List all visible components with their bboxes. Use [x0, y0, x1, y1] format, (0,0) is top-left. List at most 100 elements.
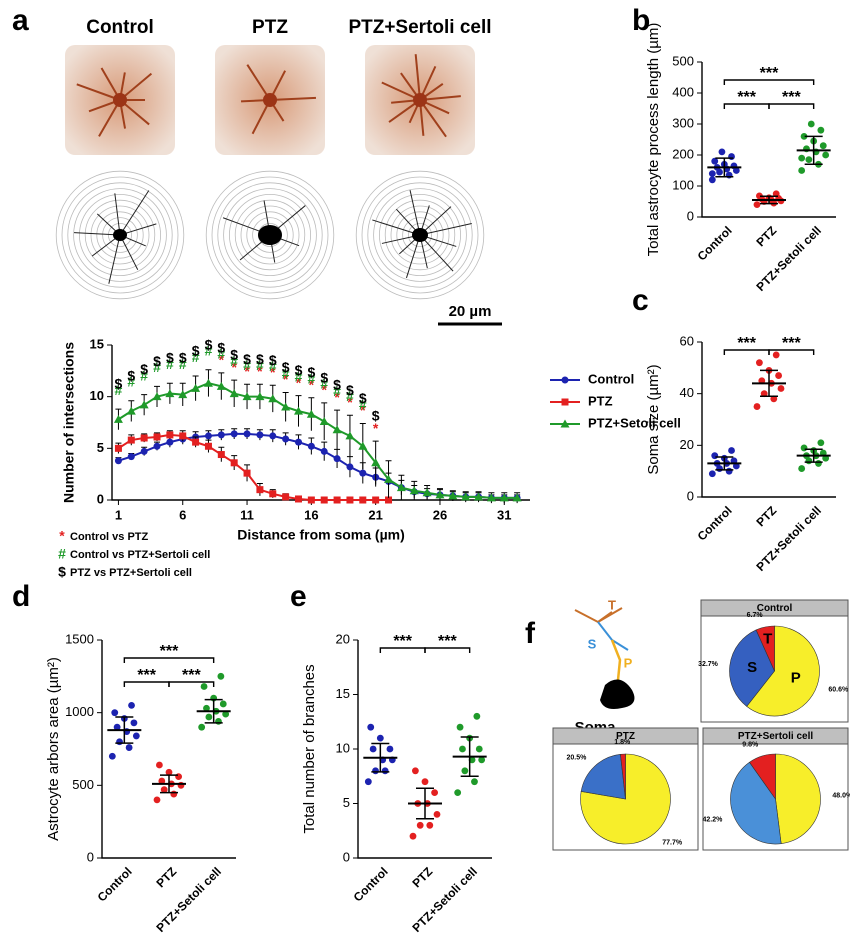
- data-point: [282, 435, 290, 443]
- y-tick-label: 20: [680, 437, 694, 452]
- data-point: [499, 493, 509, 502]
- schematic-label: S: [588, 636, 597, 651]
- pie-value-label: 77.7%: [662, 839, 683, 846]
- data-point: [817, 439, 825, 447]
- data-point: [753, 201, 761, 209]
- x-tick-label: Control: [351, 864, 391, 904]
- data-point: [775, 372, 782, 379]
- pie-category-label: T: [763, 630, 772, 647]
- sholl-ring: [361, 176, 479, 294]
- data-point: [416, 821, 424, 829]
- significance-mark: $: [230, 347, 238, 363]
- significance-mark: $: [192, 343, 200, 359]
- data-point: [294, 495, 302, 503]
- traced-process: [405, 234, 421, 279]
- significance-mark: #: [192, 349, 200, 365]
- data-point: [156, 761, 163, 769]
- significance-mark: $: [269, 352, 277, 368]
- data-point: [320, 496, 328, 504]
- data-point: [728, 447, 735, 454]
- data-point: [512, 493, 522, 502]
- data-point: [364, 778, 372, 786]
- x-tick-label: PTZ: [753, 223, 779, 249]
- traced-process: [108, 234, 121, 284]
- data-point: [139, 400, 149, 409]
- sholl-ring: [234, 199, 306, 271]
- data-point: [376, 734, 384, 742]
- significance-mark: $: [359, 390, 367, 406]
- traced-process: [419, 223, 472, 236]
- panel-letter: a: [12, 4, 29, 37]
- footnote-label: PTZ vs PTZ+Sertoli cell: [70, 567, 192, 579]
- x-tick-label: 11: [240, 507, 254, 522]
- pie-value-label: 6.7%: [747, 612, 764, 619]
- sholl-ring: [240, 205, 300, 265]
- x-tick-label: 26: [433, 507, 447, 522]
- data-point: [198, 723, 206, 731]
- data-point: [113, 723, 121, 731]
- significance-mark: $: [127, 367, 135, 383]
- data-point: [396, 483, 406, 492]
- x-tick-label: 16: [304, 507, 318, 522]
- data-point: [153, 796, 161, 804]
- data-point: [448, 491, 458, 500]
- data-point: [217, 431, 225, 439]
- significance-bracket: [768, 349, 815, 355]
- image-label: Control: [86, 17, 154, 38]
- data-point: [127, 453, 135, 461]
- significance-bracket: [424, 647, 471, 653]
- image-label: PTZ: [252, 17, 288, 38]
- data-point: [461, 492, 471, 501]
- significance-mark: *: [244, 363, 250, 379]
- data-point: [384, 474, 394, 483]
- data-point: [474, 492, 484, 501]
- data-point: [426, 821, 434, 829]
- data-point: [179, 432, 187, 440]
- y-axis-label: Total astrocyte process length (µm): [645, 23, 662, 257]
- significance-mark: #: [217, 346, 225, 362]
- data-point: [345, 431, 355, 440]
- data-point: [431, 789, 438, 796]
- significance-mark: $: [115, 376, 123, 392]
- data-point: [111, 709, 119, 717]
- data-point: [268, 394, 278, 403]
- data-point: [114, 444, 122, 452]
- significance-mark: #: [115, 382, 123, 398]
- significance-mark: *: [373, 420, 379, 436]
- data-point: [205, 713, 213, 721]
- pie-slice: [580, 753, 626, 800]
- y-tick-label: 500: [72, 777, 94, 792]
- data-point: [170, 790, 178, 798]
- x-tick-label: PTZ: [409, 864, 435, 890]
- data-point: [798, 465, 806, 472]
- sholl-ring: [108, 222, 133, 247]
- pie-slice: [730, 761, 782, 845]
- significance-mark: *: [231, 359, 237, 375]
- y-tick-label: 15: [90, 336, 104, 351]
- data-point: [471, 778, 478, 786]
- significance-mark: #: [243, 357, 251, 373]
- data-point: [819, 142, 827, 150]
- sholl-ring: [378, 193, 461, 276]
- x-tick-label: 1: [115, 507, 122, 522]
- significance-mark: *: [347, 394, 353, 410]
- sholl-ring: [55, 170, 185, 300]
- pie-category-label: S: [747, 659, 757, 676]
- significance-label: ***: [782, 89, 801, 106]
- data-point: [461, 767, 469, 775]
- axes: [111, 345, 530, 501]
- sholl-ring: [84, 199, 156, 271]
- astrocyte-process: [414, 54, 421, 101]
- axes: [701, 342, 836, 498]
- y-tick-label: 15: [336, 686, 350, 701]
- x-tick-label: Control: [695, 503, 735, 543]
- legend-label: PTZ+Setoli cell: [588, 415, 681, 430]
- data-point: [294, 438, 302, 446]
- data-point: [770, 395, 778, 403]
- pie-value-label: 48.0%: [832, 792, 850, 799]
- sholl-ring: [67, 182, 173, 288]
- data-point: [306, 409, 316, 418]
- pie-value-label: 9.8%: [742, 742, 759, 749]
- x-tick-label: PTZ: [753, 503, 779, 529]
